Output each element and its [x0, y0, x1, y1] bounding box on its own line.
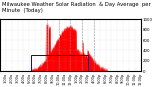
Text: Milwaukee Weather Solar Radiation  & Day Average  per Minute  (Today): Milwaukee Weather Solar Radiation & Day …: [2, 2, 150, 13]
Bar: [31, 55, 88, 71]
